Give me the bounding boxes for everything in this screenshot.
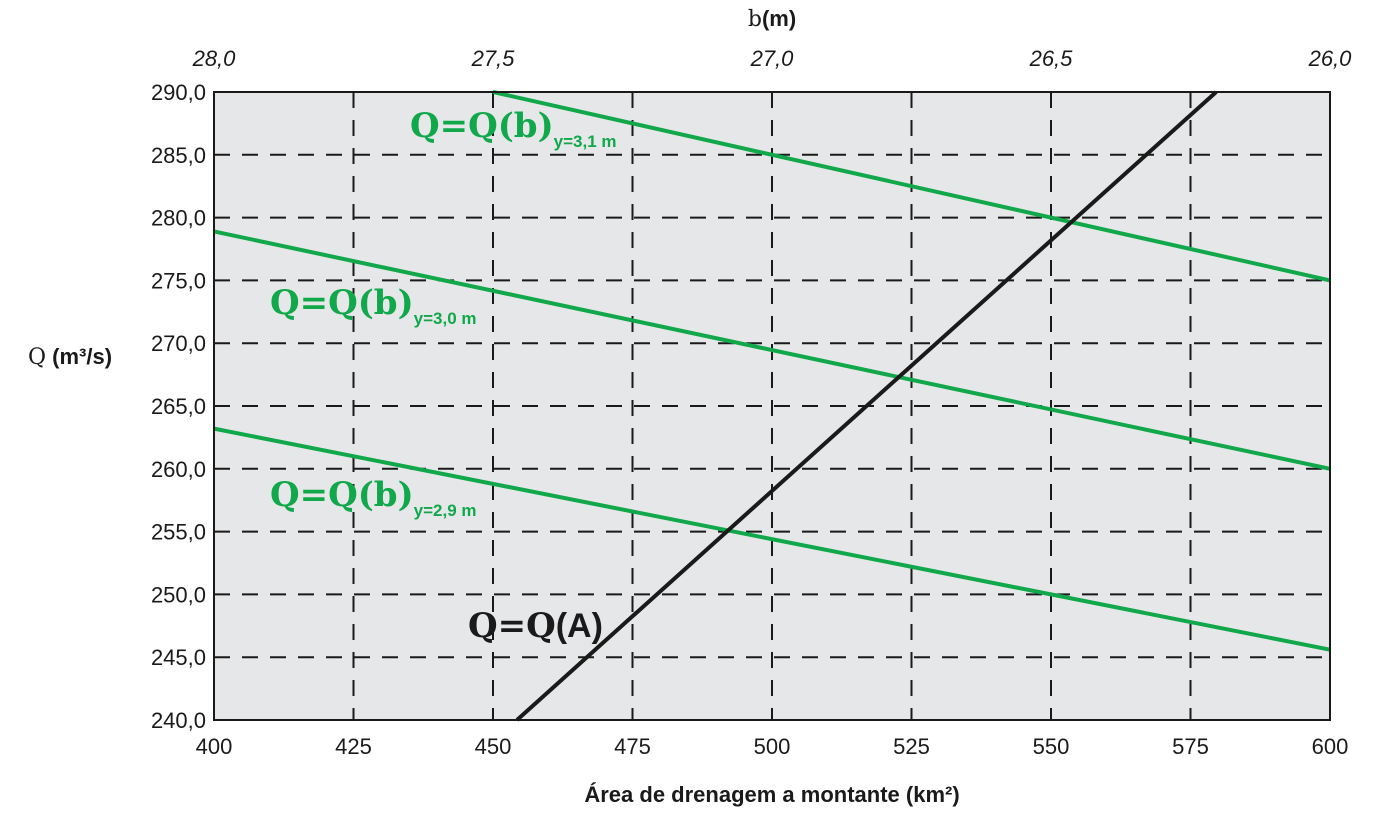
x-tick-label: 475 <box>614 734 651 759</box>
top-tick-label: 27,0 <box>750 46 795 71</box>
y-axis-unit: (m³/s) <box>46 344 112 369</box>
y-axis-title: Q (m³/s) <box>28 344 112 370</box>
top-axis-unit: (m) <box>762 6 796 31</box>
x-tick-label: 425 <box>335 734 372 759</box>
x-tick-label: 400 <box>196 734 233 759</box>
top-axis-var: b <box>748 7 762 32</box>
y-axis-ticks: 240,0 245,0 250,0 255,0 260,0 265,0 270,0 275,0… <box>151 80 206 733</box>
top-axis-title: b(m) <box>748 6 796 32</box>
series-layer <box>213 90 1331 722</box>
y-tick-label: 270,0 <box>151 331 206 356</box>
x-tick-label: 550 <box>1033 734 1070 759</box>
series-label-y29: Q=Q(b)y=2,9 m <box>270 475 477 520</box>
series-line-y31 <box>492 90 1331 283</box>
y-tick-label: 240,0 <box>151 708 206 733</box>
y-tick-label: 260,0 <box>151 457 206 482</box>
top-tick-label: 26,5 <box>1029 46 1074 71</box>
series-label-y30: Q=Q(b)y=3,0 m <box>270 283 477 328</box>
plot-frame <box>213 91 1331 721</box>
x-axis-ticks: 400 425 450 475 500 525 550 575 600 <box>196 734 1349 759</box>
series-label-y31: Q=Q(b)y=3,1 m <box>410 106 617 151</box>
grid <box>214 92 1330 720</box>
x-tick-label: 500 <box>754 734 791 759</box>
x-tick-label: 575 <box>1172 734 1209 759</box>
x-tick-label: 525 <box>893 734 930 759</box>
y-tick-label: 275,0 <box>151 268 206 293</box>
y-tick-label: 255,0 <box>151 520 206 545</box>
y-tick-label: 245,0 <box>151 645 206 670</box>
x-tick-label: 450 <box>475 734 512 759</box>
top-tick-label: 26,0 <box>1308 46 1353 71</box>
y-tick-label: 290,0 <box>151 80 206 105</box>
series-line-y29 <box>213 426 1331 652</box>
series-line-y30 <box>213 229 1331 471</box>
series-label-qa: Q=Q(A) <box>468 606 603 646</box>
y-tick-label: 285,0 <box>151 143 206 168</box>
top-tick-label: 28,0 <box>192 46 237 71</box>
top-tick-label: 27,5 <box>471 46 516 71</box>
y-axis-var: Q <box>28 345 46 370</box>
y-tick-label: 265,0 <box>151 394 206 419</box>
y-tick-label: 250,0 <box>151 582 206 607</box>
curve-labels: Q=Q(b)y=3,1 m Q=Q(b)y=3,0 m Q=Q(b)y=2,9 … <box>270 106 617 646</box>
x-axis-title: Área de drenagem a montante (km²) <box>584 782 959 807</box>
top-axis-ticks: 28,0 27,5 27,0 26,5 26,0 <box>192 46 1353 71</box>
series-line-qa <box>515 90 1218 722</box>
y-tick-label: 280,0 <box>151 206 206 231</box>
x-tick-label: 600 <box>1312 734 1349 759</box>
